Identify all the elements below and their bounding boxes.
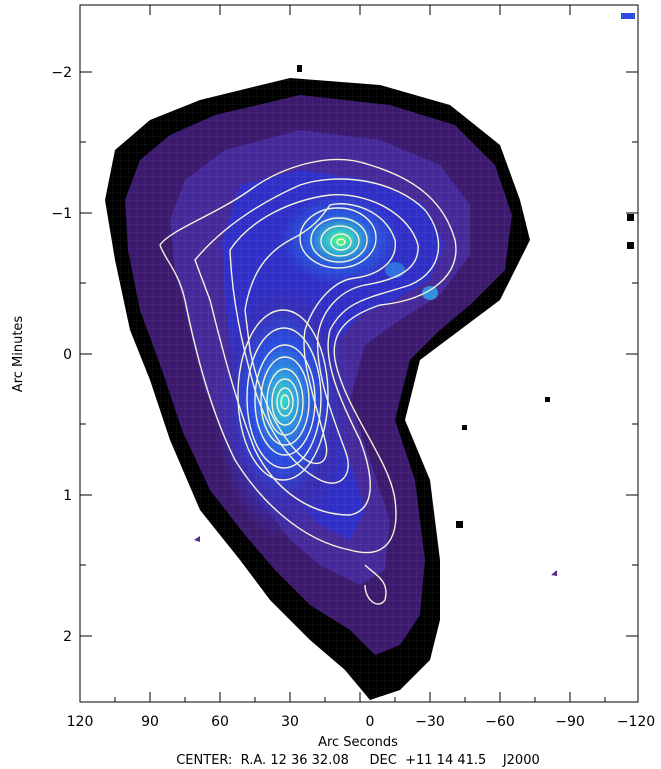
contour-lines (159, 158, 457, 605)
x-tick-label: −90 (555, 714, 585, 730)
x-tick-label: 90 (141, 714, 159, 730)
x-tick-label: 120 (67, 714, 94, 730)
corner-marker (621, 13, 635, 19)
x-tick-label: 60 (211, 714, 229, 730)
x-tick-label: −60 (485, 714, 515, 730)
x-tick-label: 30 (281, 714, 299, 730)
center-coordinates-label: CENTER: R.A. 12 36 32.08 DEC +11 14 41.5… (176, 753, 540, 768)
y-tick-label: 1 (63, 488, 72, 504)
x-axis-title: Arc Seconds (318, 735, 398, 750)
y-axis-title: Arc Minutes (11, 316, 26, 393)
y-axis-ticks (80, 71, 638, 637)
y-tick-label: 0 (63, 347, 72, 363)
noise-pixels (297, 65, 634, 528)
x-tick-label: −120 (617, 714, 655, 730)
y-tick-label: −2 (51, 65, 72, 81)
y-tick-label: −1 (51, 206, 72, 222)
emission-map (80, 5, 638, 702)
x-tick-label: −30 (415, 714, 445, 730)
x-axis-ticks (79, 5, 606, 702)
y-tick-label: 2 (63, 629, 72, 645)
x-tick-label: 0 (366, 714, 375, 730)
